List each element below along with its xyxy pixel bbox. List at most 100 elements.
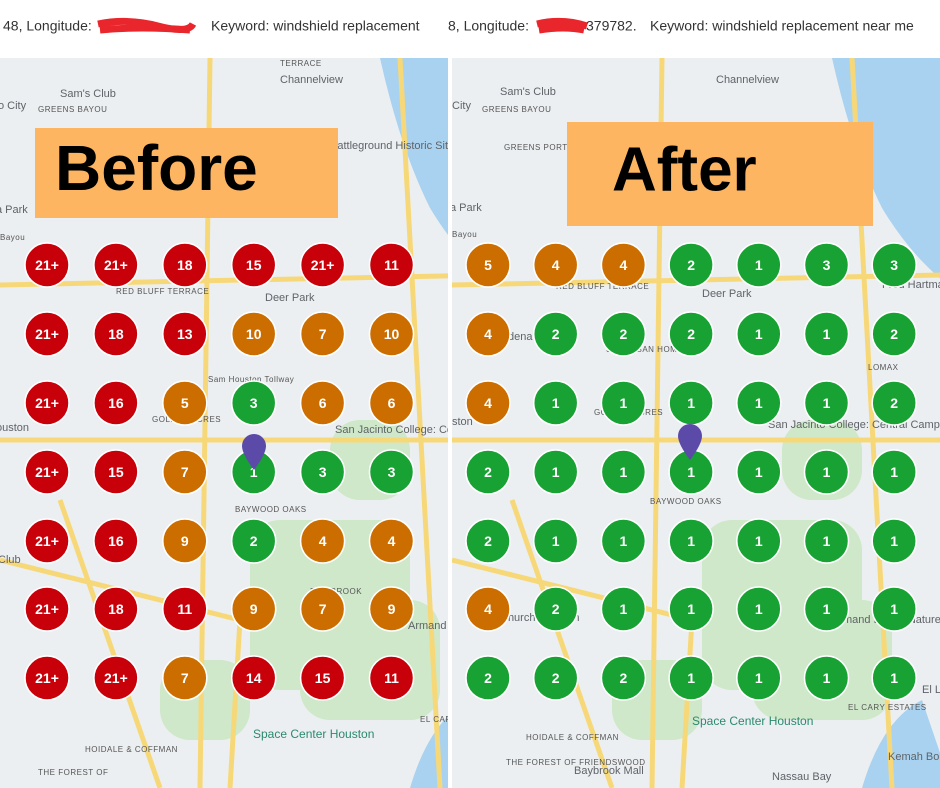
rank-marker: 5: [465, 242, 511, 288]
marker-circle: [532, 655, 579, 701]
rank-marker: 1: [600, 449, 647, 495]
rank-marker: 10: [230, 311, 277, 357]
marker-label: 2: [687, 326, 695, 342]
marker-label: 1: [250, 464, 258, 480]
marker-circle: [532, 380, 579, 426]
marker-circle: [871, 311, 917, 357]
marker-label: 14: [246, 670, 262, 686]
map-label: Sam Houston Tollway: [208, 375, 294, 384]
marker-circle: [24, 311, 70, 357]
marker-label: 10: [384, 326, 400, 342]
rank-marker: 16: [93, 380, 139, 426]
marker-label: 21+: [35, 601, 59, 617]
map-label: HOIDALE & COFFMAN: [526, 733, 619, 742]
rank-marker: 15: [299, 655, 346, 701]
marker-circle: [600, 586, 647, 632]
marker-label: 3: [890, 257, 898, 273]
rank-marker: 10: [368, 311, 415, 357]
map-label: Bayou: [452, 230, 477, 239]
marker-circle: [871, 518, 917, 564]
header-text: 8, Longitude:: [448, 18, 529, 34]
marker-label: 13: [177, 326, 193, 342]
marker-label: 1: [552, 533, 560, 549]
marker-circle: [162, 449, 208, 495]
marker-label: 15: [246, 257, 262, 273]
divider: [448, 58, 452, 788]
marker-label: 2: [620, 326, 628, 342]
marker-label: 4: [388, 533, 396, 549]
marker-label: 21+: [35, 326, 59, 342]
rank-marker: 11: [368, 655, 415, 701]
marker-label: 1: [620, 533, 628, 549]
rank-marker: 3: [368, 449, 415, 495]
map-label: Club: [0, 554, 21, 566]
marker-circle: [230, 380, 277, 426]
rank-marker: 21+: [93, 242, 139, 288]
marker-label: 1: [755, 601, 763, 617]
marker-label: 4: [319, 533, 327, 549]
rank-marker: 1: [871, 586, 917, 632]
location-pin: [678, 424, 702, 460]
rank-marker: 21+: [299, 242, 346, 288]
map-label: City: [452, 100, 471, 112]
rank-marker: 3: [871, 242, 917, 288]
rank-marker: 4: [465, 311, 511, 357]
rank-marker: 9: [162, 518, 208, 564]
marker-label: 2: [552, 601, 560, 617]
map-label: Space Center Houston: [692, 714, 813, 728]
marker-circle: [24, 655, 70, 701]
rank-marker: 1: [668, 518, 714, 564]
map-panel: Channelview Sam's Club GREENS BAYOU City GRE…: [452, 58, 940, 788]
map-label: Sam's Club: [60, 88, 116, 100]
marker-circle: [668, 655, 714, 701]
marker-circle: [736, 311, 782, 357]
location-pin: [242, 434, 266, 470]
marker-label: 9: [250, 601, 258, 617]
map-label: SUBURBAN HOMES: [606, 345, 689, 354]
redaction: [97, 17, 197, 34]
map-label: dena: [508, 331, 533, 343]
marker-circle: [465, 242, 511, 288]
rank-marker: 1: [668, 655, 714, 701]
marker-label: 2: [250, 533, 258, 549]
map-label: EL CARY ESTATES: [848, 703, 927, 712]
rank-marker: 2: [465, 518, 511, 564]
marker-circle: [803, 311, 850, 357]
rank-marker: 15: [230, 242, 277, 288]
marker-circle: [668, 311, 714, 357]
marker-circle: [736, 655, 782, 701]
map-label: HOIDALE & COFFMAN: [85, 745, 178, 754]
rank-marker: 2: [600, 311, 647, 357]
marker-label: 21+: [35, 670, 59, 686]
rank-marker: 1: [803, 518, 850, 564]
rank-marker: 11: [368, 242, 415, 288]
marker-label: 16: [108, 395, 124, 411]
map-label: THE FOREST OF: [38, 768, 108, 777]
marker-label: 1: [620, 464, 628, 480]
marker-circle: [299, 380, 346, 426]
marker-circle: [871, 586, 917, 632]
marker-circle: [532, 586, 579, 632]
rank-marker: 18: [162, 242, 208, 288]
marker-circle: [871, 380, 917, 426]
marker-label: 3: [388, 464, 396, 480]
rank-marker: 4: [299, 518, 346, 564]
map-label: San Jacinto College: Central Campus: [768, 419, 940, 431]
marker-circle: [600, 518, 647, 564]
rank-marker: 1: [668, 586, 714, 632]
map-label: Channelview: [716, 74, 779, 86]
rank-marker: 1: [532, 449, 579, 495]
title-box: [567, 122, 873, 226]
map-label: a Park: [0, 204, 28, 216]
marker-label: 2: [620, 670, 628, 686]
marker-label: 4: [620, 257, 628, 273]
panel-title: Before: [55, 132, 258, 204]
marker-circle: [162, 655, 208, 701]
map-label: Battleground Historic Site: [330, 140, 454, 152]
marker-label: 1: [823, 533, 831, 549]
rank-marker: 21+: [24, 518, 70, 564]
marker-circle: [600, 449, 647, 495]
marker-label: 2: [552, 670, 560, 686]
rank-marker: 1: [803, 586, 850, 632]
marker-label: 3: [250, 395, 258, 411]
